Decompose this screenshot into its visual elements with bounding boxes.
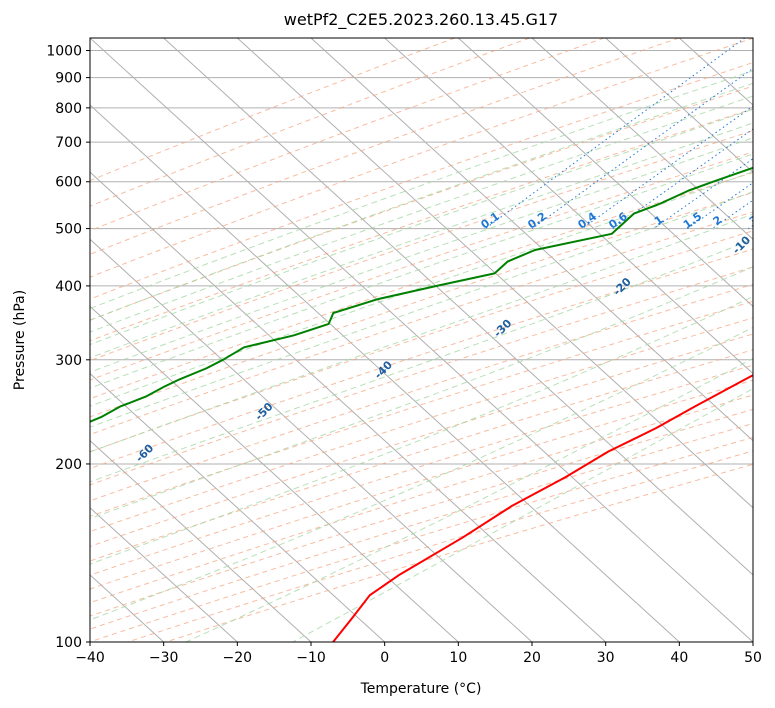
y-tick-label: 700 xyxy=(55,135,82,151)
isotherm-line xyxy=(310,38,753,442)
moist-adiabat-line xyxy=(90,191,753,428)
dry-adiabat-line xyxy=(90,379,753,590)
dry-adiabat-label: -30 xyxy=(491,316,514,339)
dry-adiabat-line xyxy=(90,394,753,604)
dry-adiabat-line xyxy=(90,38,530,207)
isotherm-line xyxy=(531,38,753,241)
isotherm-line xyxy=(90,372,386,642)
isotherm-line xyxy=(90,238,533,642)
isotherm-line xyxy=(90,305,459,642)
isotherm-line xyxy=(236,38,753,509)
chart-title: wetPf2_C2E5.2023.260.13.45.G17 xyxy=(284,10,558,30)
dry-adiabat-label: -40 xyxy=(372,358,395,381)
isotherm-line xyxy=(752,38,753,39)
temperature-profile-line xyxy=(332,374,753,642)
x-tick-label: 0 xyxy=(380,650,389,666)
y-tick-label: 400 xyxy=(55,279,82,295)
dry-adiabat-line xyxy=(90,62,753,300)
moist-adiabat-line xyxy=(90,70,753,310)
dry-adiabat-line xyxy=(90,248,753,470)
isotherm-line xyxy=(384,38,753,375)
x-tick-label: 40 xyxy=(670,650,688,666)
y-tick-label: 900 xyxy=(55,71,82,87)
dry-adiabat-line xyxy=(90,333,753,547)
dry-adiabat-line xyxy=(90,283,753,502)
dry-adiabat-line xyxy=(90,171,753,400)
x-tick-label: 30 xyxy=(597,650,615,666)
moist-adiabat-line xyxy=(90,122,753,359)
dry-adiabat-line xyxy=(90,349,753,562)
plot-frame xyxy=(89,37,754,643)
dewpoint-profile-line xyxy=(90,166,753,423)
moist-adiabat-line xyxy=(292,388,753,642)
dry-adiabat-line xyxy=(90,300,753,517)
x-tick-label: 20 xyxy=(523,650,541,666)
moist-adiabat-line xyxy=(90,171,753,407)
isotherm-line xyxy=(90,507,238,642)
dry-adiabat-line xyxy=(90,38,605,232)
dry-adiabat-line xyxy=(165,463,753,642)
isotherm-line xyxy=(457,38,753,308)
x-tick-label: 10 xyxy=(449,650,467,666)
dry-adiabat-line xyxy=(90,38,680,255)
x-tick-label: −20 xyxy=(223,650,253,666)
x-axis-label: Temperature (°C) xyxy=(360,681,482,697)
y-tick-label: 500 xyxy=(55,222,82,238)
mixing-ratio-label: 3 xyxy=(747,213,761,228)
y-tick-label: 300 xyxy=(55,353,82,369)
dry-adiabat-line xyxy=(90,85,753,321)
dry-adiabat-line xyxy=(90,151,753,381)
y-tick-label: 1000 xyxy=(46,44,82,60)
isotherm-line xyxy=(90,439,312,642)
isotherm-line xyxy=(163,38,753,576)
x-tick-label: −10 xyxy=(296,650,326,666)
dry-adiabat-label: -70 xyxy=(14,483,37,506)
dry-adiabat-line xyxy=(90,38,455,182)
dry-adiabat-label: -50 xyxy=(252,400,275,423)
isotherm-line xyxy=(605,38,753,173)
x-tick-label: −40 xyxy=(75,650,105,666)
y-tick-label: 100 xyxy=(55,635,82,651)
moist-adiabat-line xyxy=(90,238,753,483)
isotherm-line xyxy=(90,104,680,642)
y-tick-label: 600 xyxy=(55,175,82,191)
y-tick-label: 800 xyxy=(55,101,82,117)
mixing-ratio-line xyxy=(748,224,753,230)
x-tick-label: −30 xyxy=(149,650,179,666)
x-tick-label: 50 xyxy=(744,650,762,666)
dry-adiabat-label: -60 xyxy=(133,441,156,464)
y-tick-label: 200 xyxy=(55,457,82,473)
mixing-ratio-line xyxy=(653,158,753,230)
y-axis-label: Pressure (hPa) xyxy=(12,290,28,390)
isotherm-line xyxy=(90,38,753,642)
moist-adiabat-line xyxy=(90,326,753,621)
dry-adiabat-label: -20 xyxy=(611,275,634,298)
